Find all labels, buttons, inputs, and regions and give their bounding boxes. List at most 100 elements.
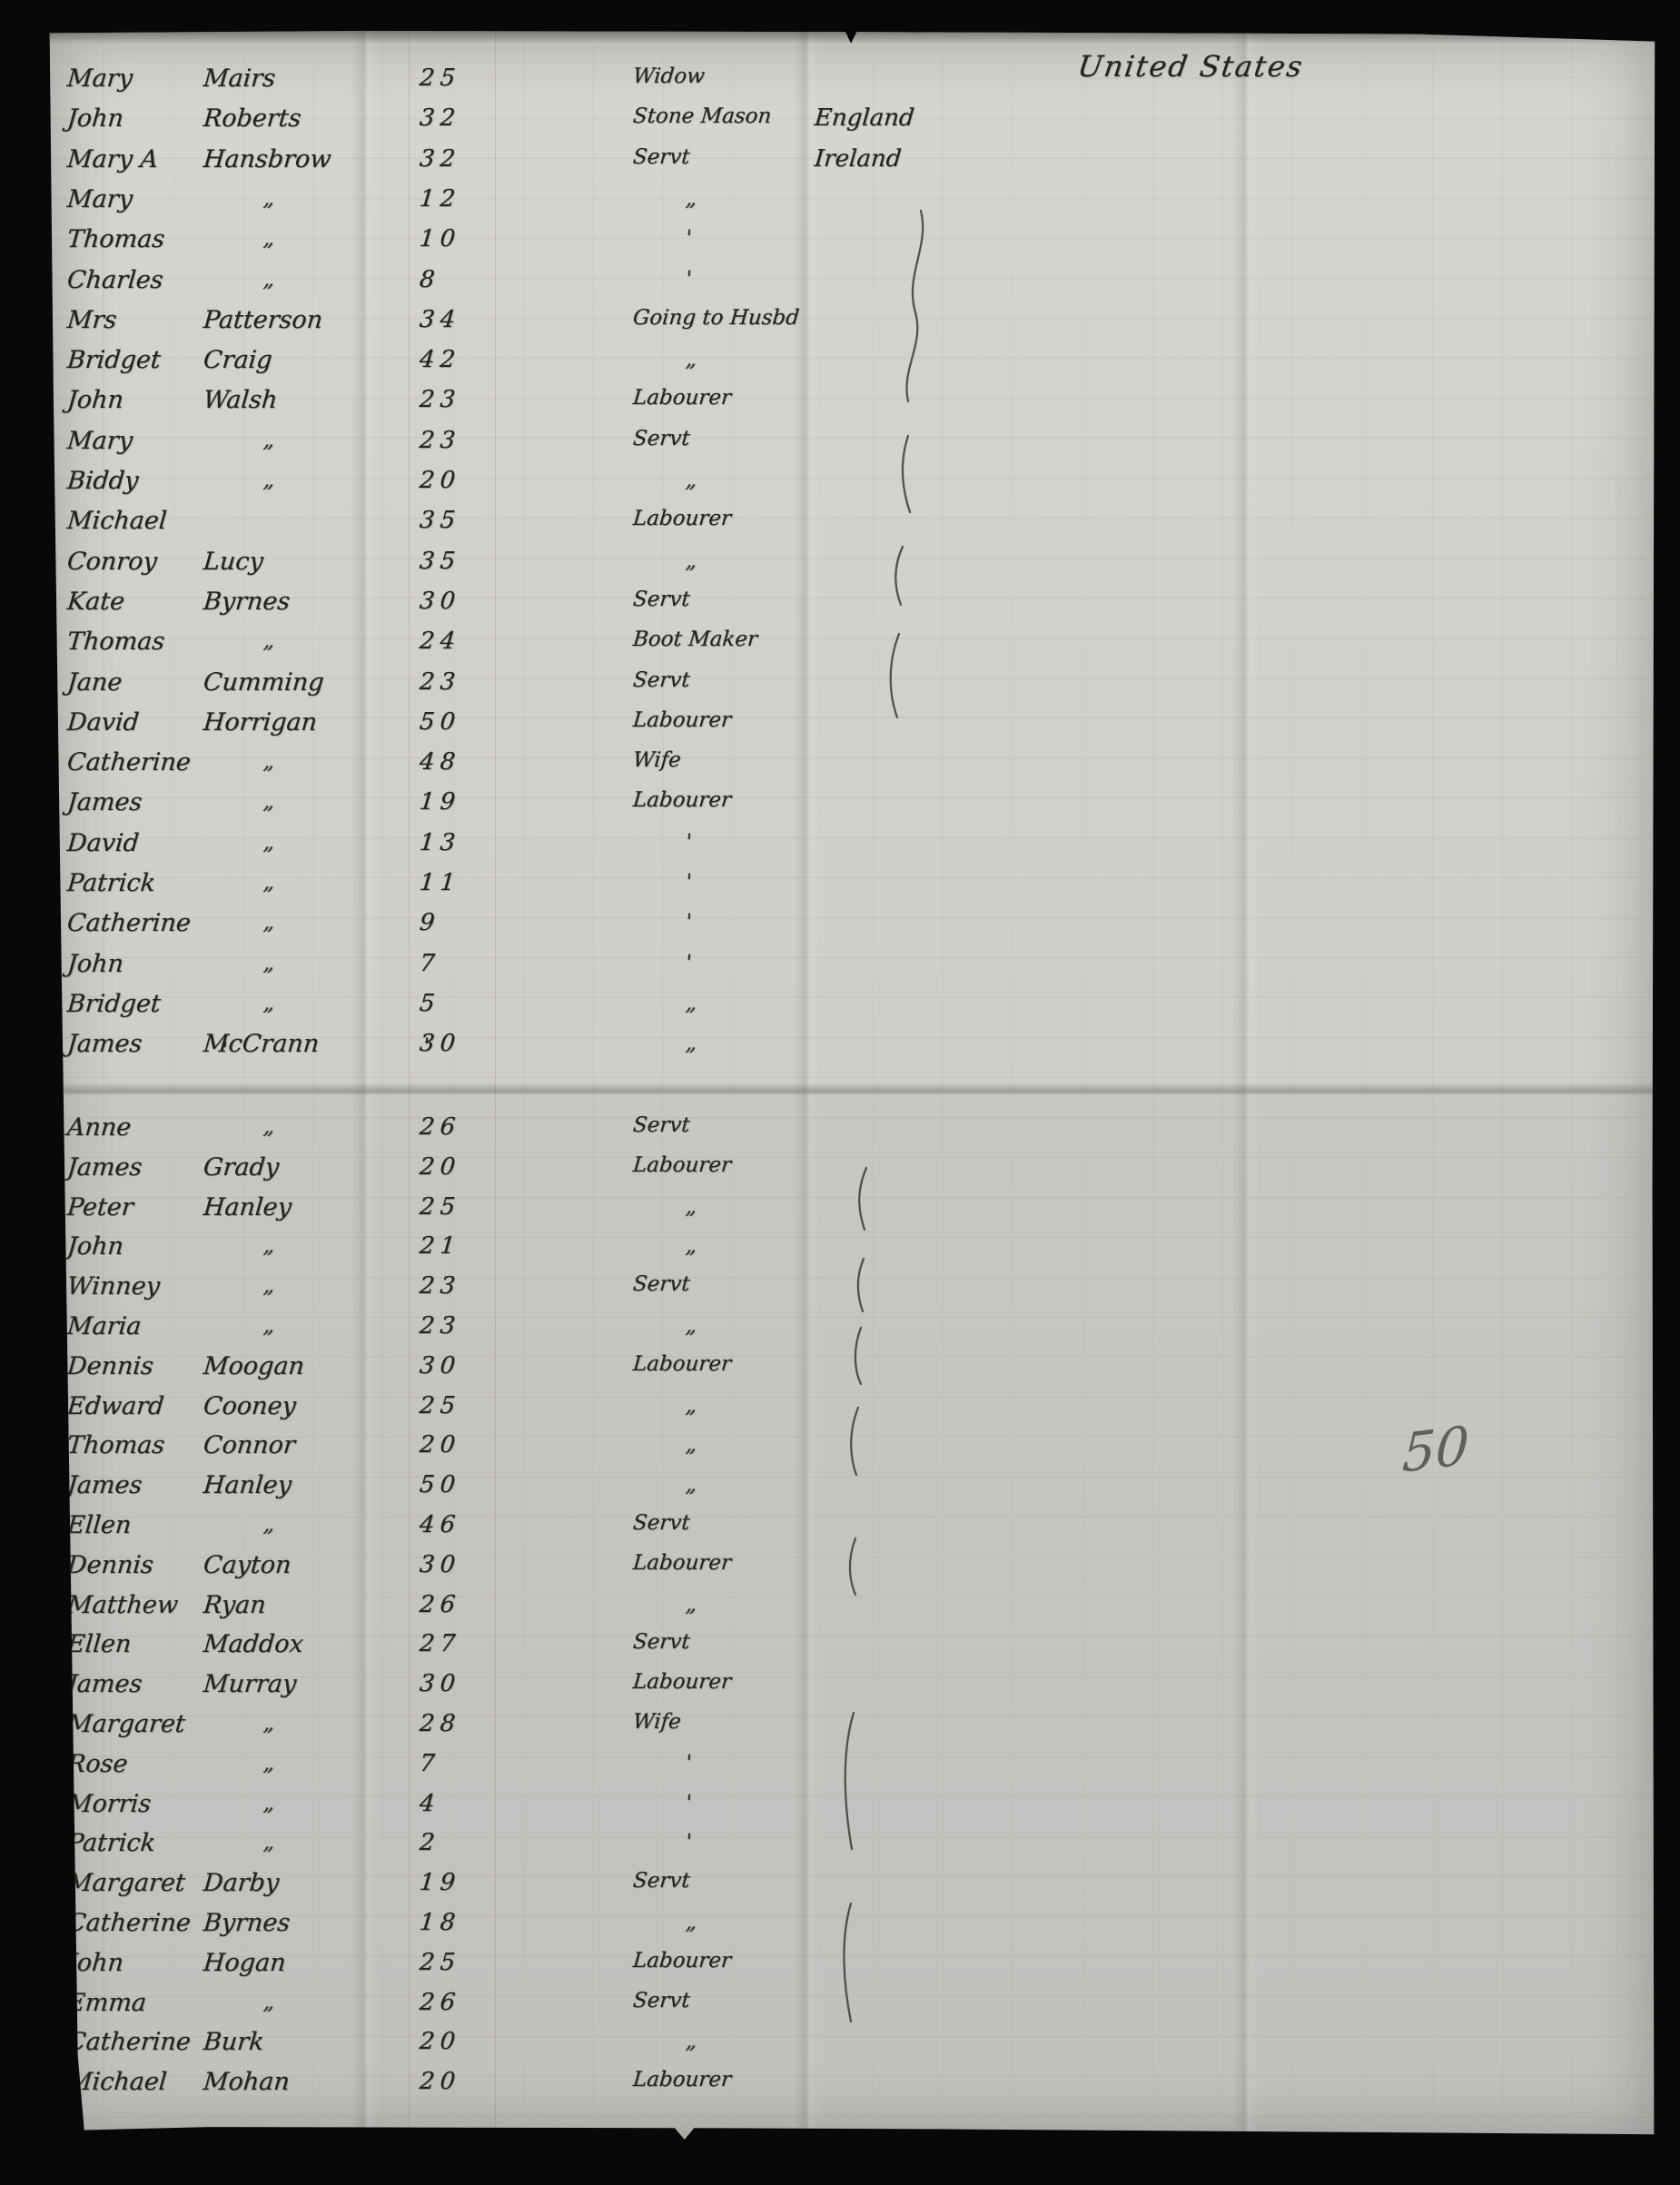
passenger-given-name: Maria	[65, 1312, 143, 1340]
passenger-occupation: Servt	[631, 1272, 691, 1297]
passenger-surname: „	[262, 225, 276, 252]
passenger-given-name: Margaret	[65, 1869, 187, 1898]
passenger-given-name: Biddy	[65, 467, 140, 495]
passenger-occupation: Labourer	[631, 1351, 733, 1376]
passenger-occupation: Labourer	[631, 507, 733, 531]
manifest-row: John Hogan 25 Labourer	[50, 1948, 1655, 1989]
manifest-row: Biddy „ 20 „	[50, 467, 1655, 507]
passenger-age: 5	[418, 989, 441, 1017]
passenger-surname: Cooney	[202, 1391, 298, 1420]
passenger-age: 25	[418, 64, 462, 92]
passenger-occupation: Boot Maker	[631, 628, 759, 652]
manifest-row: Maria „ 23 „	[50, 1312, 1655, 1352]
passenger-occupation: Going to Husbd	[631, 305, 801, 330]
passenger-surname: Roberts	[202, 104, 302, 133]
passenger-given-name: John	[65, 1232, 125, 1261]
passenger-age: 20	[418, 1152, 462, 1181]
passenger-age: 34	[418, 305, 462, 333]
passenger-given-name: James	[65, 1471, 143, 1500]
passenger-occupation: Servt	[631, 1869, 691, 1893]
manifest-row: Bridget Craig 42 „	[50, 346, 1655, 386]
passenger-surname: „	[262, 467, 276, 492]
manifest-row: Anne „ 26 Servt	[50, 1113, 1655, 1153]
manifest-row: John „ 7 '	[50, 949, 1655, 990]
manifest-row: Edward Cooney 25 „	[50, 1391, 1655, 1432]
manifest-row: James „ 19 Labourer	[50, 788, 1655, 828]
passenger-surname: „	[262, 828, 276, 855]
manifest-row: Morris „ 4 '	[50, 1790, 1655, 1830]
passenger-surname: „	[262, 949, 276, 975]
passenger-given-name: David	[65, 707, 141, 737]
passenger-given-name: John	[65, 386, 125, 415]
passenger-country: England	[813, 104, 915, 133]
manifest-row: Margaret „ 28 Wife	[50, 1710, 1655, 1750]
passenger-occupation: „	[684, 1431, 698, 1458]
passenger-age: 28	[418, 1710, 462, 1737]
passenger-surname: Byrnes	[202, 1909, 292, 1937]
passenger-age: 20	[418, 2028, 462, 2056]
passenger-occupation: „	[684, 1030, 698, 1056]
passenger-age: 20	[418, 2068, 462, 2096]
manifest-row: Michael Mohan 20 Labourer	[50, 2068, 1655, 2108]
manifest-row: James Murray 30 Labourer	[50, 1670, 1655, 1710]
column-rule	[495, 31, 496, 2140]
passenger-age: 23	[418, 667, 462, 696]
vertical-fold-crease	[794, 31, 821, 2140]
passenger-surname: „	[262, 909, 276, 935]
passenger-occupation: Servt	[631, 1630, 691, 1655]
column-rule	[409, 31, 410, 2140]
passenger-given-name: Mary	[65, 184, 134, 213]
passenger-given-name: Dennis	[65, 1351, 155, 1380]
passenger-occupation: Servt	[631, 1113, 691, 1137]
passenger-occupation: „	[684, 1590, 698, 1617]
passenger-age: 32	[418, 104, 462, 133]
passenger-surname: „	[262, 1829, 276, 1855]
passenger-given-name: Charles	[65, 265, 164, 294]
passenger-surname: „	[262, 1988, 276, 2014]
passenger-age: 11	[418, 869, 462, 896]
passenger-surname: „	[262, 184, 276, 211]
passenger-occupation: Servt	[631, 144, 691, 169]
passenger-occupation: Wife	[631, 1710, 682, 1734]
passenger-surname: Walsh	[202, 386, 279, 415]
passenger-occupation: '	[684, 949, 693, 975]
passenger-surname: „	[262, 628, 276, 654]
manifest-row: Mary A Hansbrow 32 Servt Ireland	[50, 144, 1655, 185]
passenger-occupation: Labourer	[631, 1948, 733, 1972]
passenger-given-name: Michael	[65, 2068, 168, 2097]
passenger-age: 30	[418, 1030, 462, 1058]
passenger-given-name: James	[65, 1152, 143, 1181]
passenger-given-name: Jane	[65, 667, 124, 697]
passenger-occupation: '	[684, 909, 693, 935]
vertical-fold-crease	[1232, 31, 1260, 2140]
passenger-occupation: „	[684, 346, 698, 372]
manifest-row: Emma „ 26 Servt	[50, 1988, 1655, 2029]
passenger-given-name: Michael	[65, 507, 168, 536]
passenger-age: 25	[418, 1391, 462, 1419]
passenger-given-name: Emma	[65, 1988, 148, 2017]
passenger-given-name: Ellen	[65, 1630, 133, 1659]
passenger-given-name: John	[65, 949, 125, 978]
passenger-age: 23	[418, 386, 462, 414]
passenger-occupation: '	[684, 1749, 693, 1775]
passenger-given-name: Bridget	[65, 989, 163, 1018]
passenger-age: 23	[418, 1272, 462, 1300]
passenger-occupation: Stone Mason	[631, 104, 773, 129]
passenger-age: 27	[418, 1630, 462, 1658]
passenger-given-name: Margaret	[65, 1710, 187, 1738]
passenger-occupation: Widow	[631, 64, 706, 88]
passenger-surname: „	[262, 1710, 276, 1735]
passenger-given-name: Mary	[65, 426, 134, 455]
passenger-surname: „	[262, 1749, 276, 1775]
passenger-age: 26	[418, 1590, 462, 1618]
passenger-age: 24	[418, 628, 462, 656]
passenger-given-name: Bridget	[65, 346, 163, 375]
passenger-age: 30	[418, 1670, 462, 1698]
passenger-given-name: James	[65, 1030, 143, 1059]
manifest-row: Ellen Maddox 27 Servt	[50, 1630, 1655, 1670]
passenger-age: 25	[418, 1192, 462, 1221]
passenger-age: 23	[418, 426, 462, 454]
passenger-given-name: Edward	[65, 1391, 165, 1420]
manifest-row: James Grady 20 Labourer	[50, 1152, 1655, 1193]
passenger-surname: Hansbrow	[202, 144, 332, 173]
